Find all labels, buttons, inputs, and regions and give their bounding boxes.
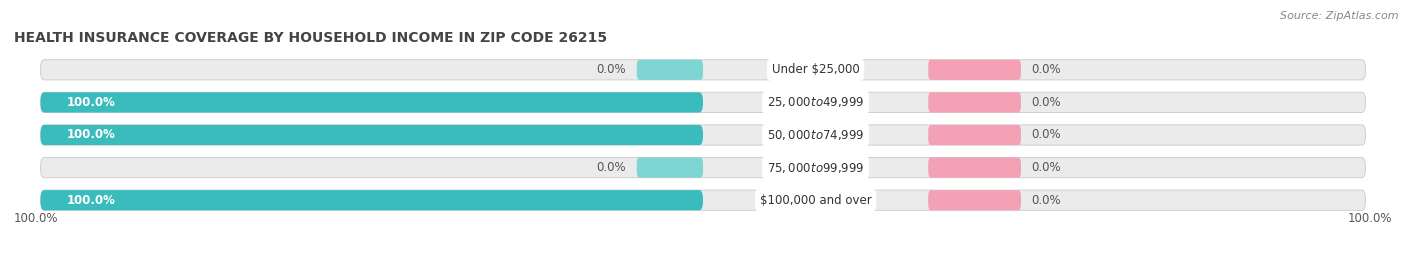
FancyBboxPatch shape [41,60,1365,80]
Text: 0.0%: 0.0% [1032,129,1062,141]
Text: $100,000 and over: $100,000 and over [759,194,872,207]
FancyBboxPatch shape [928,125,1021,145]
Text: 0.0%: 0.0% [596,161,626,174]
FancyBboxPatch shape [41,125,1365,145]
Text: 0.0%: 0.0% [1032,96,1062,109]
FancyBboxPatch shape [637,60,703,80]
Text: $25,000 to $49,999: $25,000 to $49,999 [766,95,865,109]
FancyBboxPatch shape [928,92,1021,113]
Text: $75,000 to $99,999: $75,000 to $99,999 [766,161,865,175]
Text: Source: ZipAtlas.com: Source: ZipAtlas.com [1281,11,1399,21]
FancyBboxPatch shape [41,190,1365,210]
Text: 100.0%: 100.0% [67,129,115,141]
FancyBboxPatch shape [41,157,1365,178]
Text: 100.0%: 100.0% [67,194,115,207]
Text: $50,000 to $74,999: $50,000 to $74,999 [766,128,865,142]
Text: 0.0%: 0.0% [1032,161,1062,174]
Text: 100.0%: 100.0% [1347,212,1392,225]
FancyBboxPatch shape [928,190,1021,210]
Text: 100.0%: 100.0% [67,96,115,109]
Text: 0.0%: 0.0% [596,63,626,76]
FancyBboxPatch shape [41,190,703,210]
FancyBboxPatch shape [41,92,703,113]
FancyBboxPatch shape [41,125,703,145]
FancyBboxPatch shape [637,157,703,178]
Text: 0.0%: 0.0% [1032,63,1062,76]
Text: Under $25,000: Under $25,000 [772,63,859,76]
FancyBboxPatch shape [928,157,1021,178]
FancyBboxPatch shape [928,60,1021,80]
Text: 0.0%: 0.0% [1032,194,1062,207]
Text: HEALTH INSURANCE COVERAGE BY HOUSEHOLD INCOME IN ZIP CODE 26215: HEALTH INSURANCE COVERAGE BY HOUSEHOLD I… [14,31,607,45]
Text: 100.0%: 100.0% [14,212,59,225]
FancyBboxPatch shape [41,92,1365,113]
